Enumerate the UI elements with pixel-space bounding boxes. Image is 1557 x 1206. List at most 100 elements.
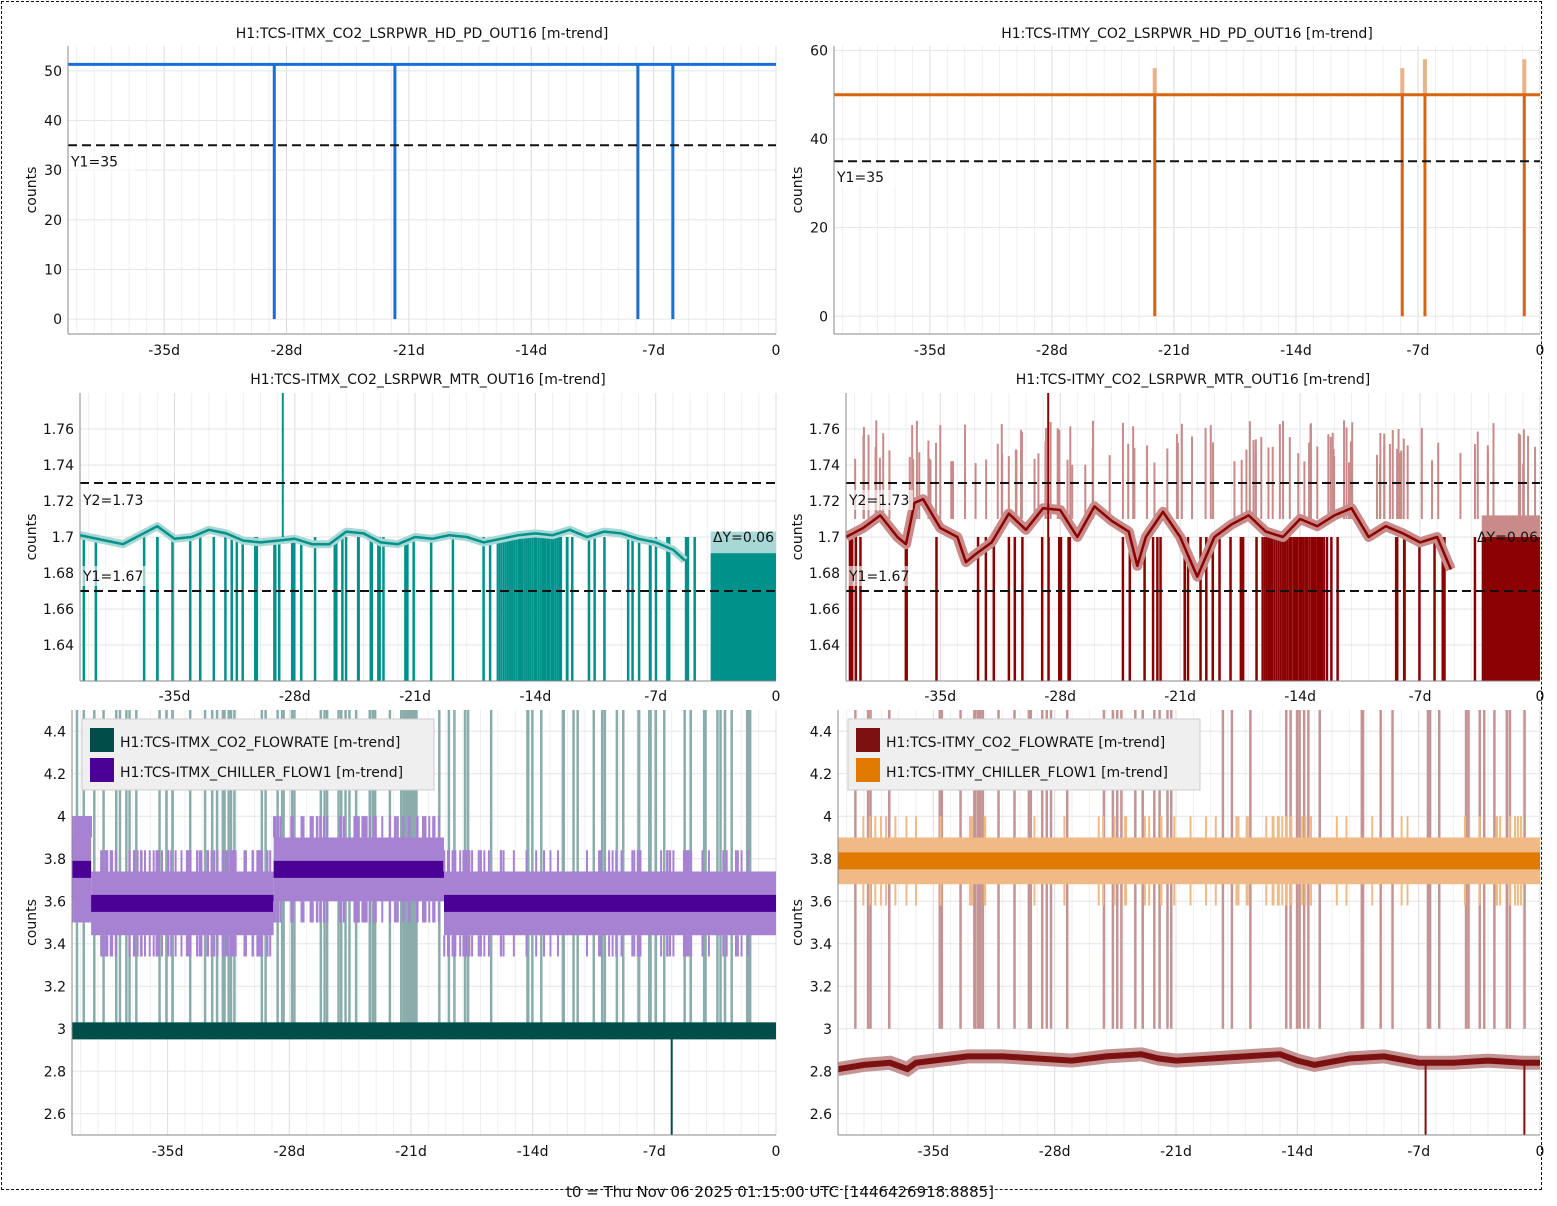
x-tick-label: 0 bbox=[1536, 343, 1545, 359]
chart-title: H1:TCS-ITMY_CO2_LSRPWR_HD_PD_OUT16 [m-tr… bbox=[1001, 26, 1373, 42]
legend-swatch bbox=[856, 758, 880, 782]
plot-area bbox=[68, 62, 776, 320]
x-tick-label: -14d bbox=[1281, 1144, 1313, 1160]
y-tick-label: 20 bbox=[810, 221, 828, 237]
series-line bbox=[273, 860, 444, 878]
legend-box bbox=[847, 718, 1201, 791]
x-tick-label: -35d bbox=[159, 689, 191, 705]
series-0 bbox=[80, 393, 776, 681]
y-tick-label: 10 bbox=[44, 262, 62, 278]
grid bbox=[834, 46, 1541, 334]
x-tick-label: -28d bbox=[1044, 689, 1076, 705]
late-segment bbox=[710, 553, 776, 681]
x-tick-label: -14d bbox=[515, 343, 547, 359]
cursor-label-bg bbox=[81, 490, 147, 510]
legend: H1:TCS-ITMX_CO2_FLOWRATE [m-trend] H1:TCS… bbox=[81, 718, 435, 791]
grid bbox=[68, 46, 777, 334]
y-tick-label: 4 bbox=[57, 809, 66, 825]
y-tick-label: 1.66 bbox=[43, 602, 74, 618]
y-tick-label: 3.6 bbox=[810, 894, 832, 910]
x-tick-label: -21d bbox=[1158, 343, 1190, 359]
y-axis-label: counts bbox=[790, 514, 806, 561]
x-tick-label: -14d bbox=[520, 689, 552, 705]
y-tick-label: 1.7 bbox=[52, 530, 74, 546]
x-tick-label: -35d bbox=[148, 343, 180, 359]
series-0 bbox=[846, 393, 1540, 681]
x-tick-label: 0 bbox=[772, 689, 781, 705]
x-tick-label: -21d bbox=[393, 343, 425, 359]
chart-itmx-hd-pd: H1:TCS-ITMX_CO2_LSRPWR_HD_PD_OUT16 [m-tr… bbox=[24, 26, 780, 359]
y-tick-label: 40 bbox=[44, 113, 62, 129]
cursor-label-bg bbox=[81, 566, 147, 586]
legend-swatch bbox=[90, 728, 114, 752]
y-tick-label: 2.6 bbox=[810, 1107, 832, 1123]
x-tick-label: -35d bbox=[924, 689, 956, 705]
y-tick-label: 4 bbox=[823, 809, 832, 825]
x-tick-label: -21d bbox=[399, 689, 431, 705]
plot-area bbox=[72, 710, 776, 1135]
series-0 bbox=[68, 62, 776, 320]
series-0 bbox=[834, 59, 1540, 317]
x-tick-label: -35d bbox=[914, 343, 946, 359]
cursor-label: Y1=1.67 bbox=[848, 569, 909, 585]
chart-title: H1:TCS-ITMX_CO2_LSRPWR_MTR_OUT16 [m-tren… bbox=[250, 372, 605, 388]
legend-label: H1:TCS-ITMY_CHILLER_FLOW1 [m-trend] bbox=[886, 765, 1168, 781]
legend: H1:TCS-ITMY_CO2_FLOWRATE [m-trend] H1:TCS… bbox=[847, 718, 1201, 791]
x-tick-label: 0 bbox=[772, 343, 781, 359]
delta-label: ΔY=0.06 bbox=[1477, 530, 1538, 546]
x-tick-label: -35d bbox=[152, 1144, 184, 1160]
y-tick-label: 1.7 bbox=[818, 530, 840, 546]
x-tick-label: -7d bbox=[1409, 689, 1432, 705]
chart-itmx-mtr: H1:TCS-ITMX_CO2_LSRPWR_MTR_OUT16 [m-tren… bbox=[24, 372, 780, 705]
x-tick-label: -28d bbox=[271, 343, 303, 359]
cursor-label: Y1=35 bbox=[70, 154, 118, 170]
series-line bbox=[72, 1022, 776, 1040]
y-tick-label: 1.64 bbox=[43, 638, 74, 654]
y-tick-label: 4.2 bbox=[44, 767, 66, 783]
y-axis-label: counts bbox=[790, 167, 806, 214]
y-tick-label: 3 bbox=[57, 1022, 66, 1038]
x-tick-label: -35d bbox=[917, 1144, 949, 1160]
y-tick-label: 1.68 bbox=[809, 566, 840, 582]
x-tick-label: -7d bbox=[1407, 343, 1430, 359]
y-tick-label: 4.2 bbox=[810, 767, 832, 783]
x-tick-label: -28d bbox=[279, 689, 311, 705]
y-tick-label: 3.8 bbox=[810, 852, 832, 868]
legend-label: H1:TCS-ITMX_CO2_FLOWRATE [m-trend] bbox=[120, 735, 400, 751]
legend-box bbox=[81, 718, 435, 791]
x-tick-label: -7d bbox=[644, 689, 667, 705]
y-axis-label: counts bbox=[24, 167, 40, 214]
series-line bbox=[443, 894, 776, 912]
y-tick-label: 3.4 bbox=[44, 937, 66, 953]
legend-swatch bbox=[90, 758, 114, 782]
y-tick-label: 1.72 bbox=[43, 494, 74, 510]
x-tick-label: 0 bbox=[1536, 689, 1545, 705]
y-tick-label: 1.74 bbox=[43, 458, 74, 474]
y-axis-label: counts bbox=[24, 899, 40, 946]
x-tick-label: -7d bbox=[1407, 1144, 1430, 1160]
late-segment bbox=[1481, 537, 1540, 681]
x-tick-label: -7d bbox=[642, 343, 665, 359]
x-tick-label: -21d bbox=[1160, 1144, 1192, 1160]
series-line bbox=[838, 1051, 1540, 1073]
series-line bbox=[91, 894, 274, 912]
cursor-label: Y2=1.73 bbox=[82, 493, 143, 509]
y-tick-label: 3.2 bbox=[810, 979, 832, 995]
series-line bbox=[72, 860, 92, 878]
x-tick-label: 0 bbox=[772, 1144, 781, 1160]
y-tick-label: 0 bbox=[53, 312, 62, 328]
x-tick-label: -14d bbox=[1284, 689, 1316, 705]
y-tick-label: 40 bbox=[810, 132, 828, 148]
x-tick-label: -21d bbox=[395, 1144, 427, 1160]
cursor-label-bg bbox=[835, 167, 901, 188]
series-line bbox=[838, 852, 1540, 870]
y-tick-label: 3.4 bbox=[810, 937, 832, 953]
chart-title: H1:TCS-ITMY_CO2_LSRPWR_MTR_OUT16 [m-tren… bbox=[1016, 372, 1370, 388]
y-tick-label: 3.8 bbox=[44, 852, 66, 868]
y-tick-label: 1.76 bbox=[809, 422, 840, 438]
y-tick-label: 20 bbox=[44, 213, 62, 229]
y-tick-label: 3 bbox=[823, 1022, 832, 1038]
t0-label: t0 = Thu Nov 06 2025 01:15:00 UTC [14464… bbox=[566, 1183, 994, 1201]
y-tick-label: 1.74 bbox=[809, 458, 840, 474]
